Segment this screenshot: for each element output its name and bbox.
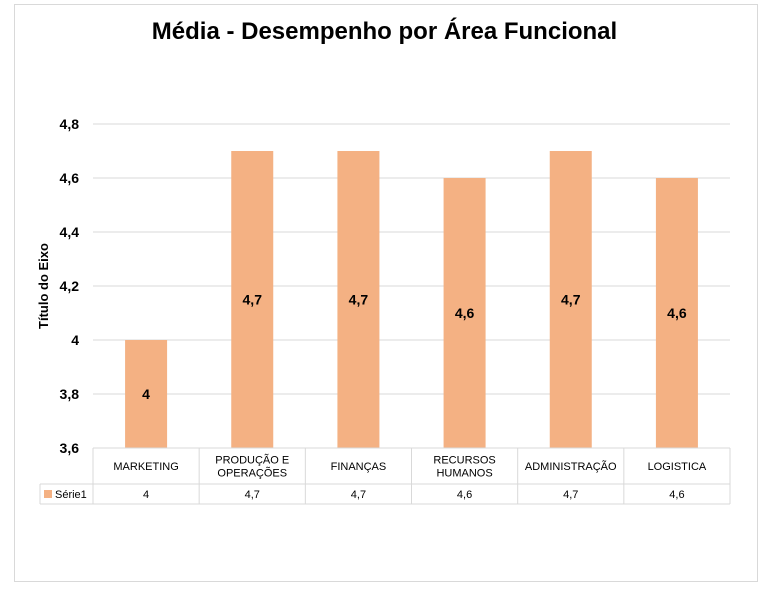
table-value: 4,6 [457,489,472,501]
y-tick-label: 4,6 [60,170,80,186]
x-category-label: HUMANOS [436,468,492,480]
x-category-label: OPERAÇÕES [217,467,287,480]
legend-key [44,490,52,498]
x-category-label: ADMINISTRAÇÃO [525,460,617,473]
y-tick-label: 4,2 [60,278,80,294]
x-category-label: FINANÇAS [331,461,387,473]
y-tick-label: 3,6 [60,440,80,456]
bar [549,151,592,448]
bar [443,178,486,448]
y-tick-label: 4,4 [60,224,80,240]
table-value: 4,7 [245,489,260,501]
data-label: 4,7 [561,292,581,308]
data-label: 4,6 [455,305,475,321]
bar [125,340,168,448]
y-tick-label: 4,8 [60,116,80,132]
x-category-label: LOGISTICA [648,461,707,473]
data-label: 4 [142,386,150,402]
bar [655,178,698,448]
bar [231,151,274,448]
table-value: 4,7 [563,489,578,501]
data-label: 4,6 [667,305,687,321]
y-tick-label: 4 [71,332,79,348]
y-tick-label: 3,8 [60,386,80,402]
table-value: 4,7 [351,489,366,501]
chart-title: Média - Desempenho por Área Funcional [151,18,618,45]
chart-frame [14,4,758,582]
legend-series-name: Série1 [55,489,87,501]
table-value: 4 [143,489,149,501]
bar [337,151,380,448]
x-category-label: MARKETING [113,461,178,473]
y-axis-title: Título do Eixo [36,243,51,329]
table-value: 4,6 [669,489,684,501]
x-category-label: RECURSOS [433,455,495,467]
data-label: 4,7 [243,292,263,308]
data-label: 4,7 [349,292,369,308]
x-category-label: PRODUÇÃO E [215,454,289,467]
